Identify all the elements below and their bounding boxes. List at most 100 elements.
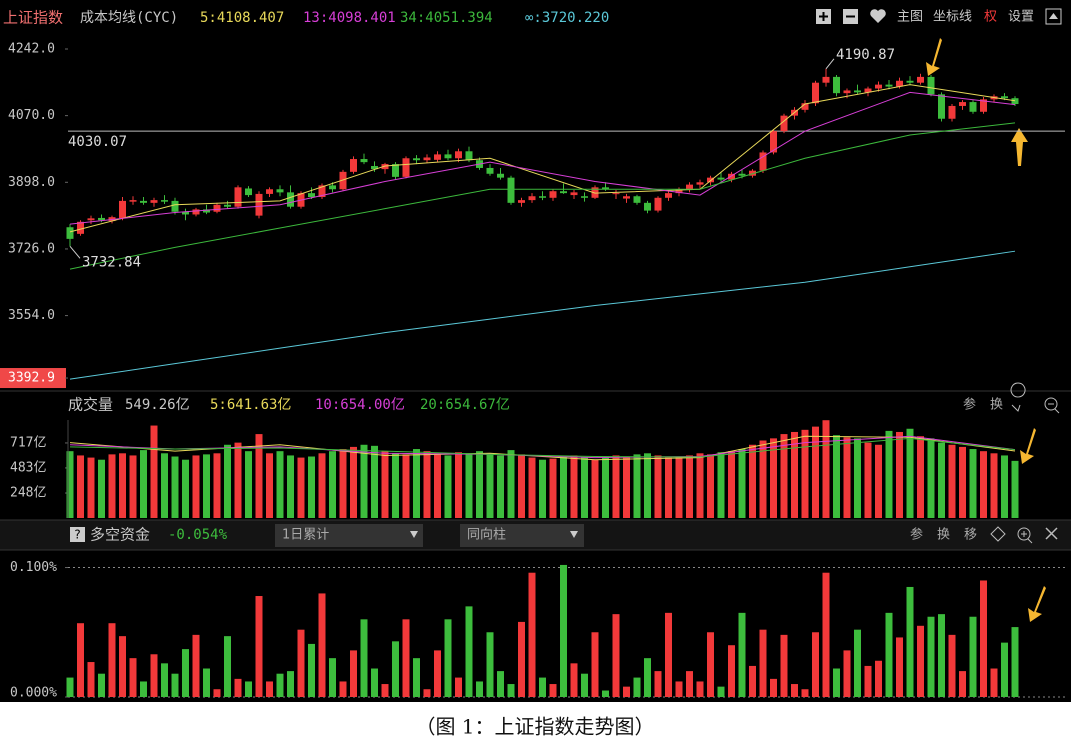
candle-body (287, 192, 294, 207)
bar (623, 456, 630, 518)
bar (66, 677, 74, 697)
bar (927, 616, 935, 697)
panel-tool[interactable]: 换 (990, 398, 1003, 413)
candle-body (119, 200, 126, 219)
bar (549, 684, 557, 697)
bar (833, 668, 840, 697)
bar (591, 632, 599, 697)
plus-glyph (819, 12, 828, 21)
y-tick-label: 717亿 (10, 435, 46, 450)
favorite-button[interactable] (1010, 382, 1026, 412)
candle-body (707, 177, 714, 183)
candle-body (749, 170, 756, 176)
bar (738, 449, 746, 518)
zoom-button[interactable] (1044, 397, 1058, 411)
candle-body (560, 191, 567, 194)
candle-body (434, 154, 441, 160)
bar (875, 660, 882, 697)
bar (801, 429, 809, 518)
candle-body (329, 185, 336, 190)
candle-body (234, 187, 242, 207)
bar (171, 673, 179, 697)
bar (371, 668, 378, 697)
bar (87, 457, 95, 518)
bar (822, 572, 830, 697)
bar (518, 621, 525, 697)
bar (66, 451, 74, 518)
caption: （图 1：上证指数走势图） (415, 715, 654, 739)
arrow (1028, 586, 1046, 622)
expand-button[interactable] (1045, 8, 1062, 25)
bar (969, 616, 977, 697)
dropdown[interactable] (460, 524, 584, 547)
panel-subtitle: 成本均线(CYC) (80, 10, 178, 26)
expand-glyph (1049, 13, 1058, 19)
candle-body (150, 200, 158, 203)
bar (749, 444, 756, 518)
bar (843, 650, 851, 697)
close-button[interactable] (1045, 527, 1058, 540)
toolbar-item[interactable]: 主图 (897, 10, 923, 25)
bar (465, 606, 473, 697)
candle-body (969, 102, 977, 112)
candle-body (507, 177, 515, 203)
bar (948, 444, 956, 518)
candle-body (308, 193, 315, 198)
bar (371, 445, 378, 518)
candle-body (906, 80, 914, 83)
dropdown-arrow (410, 531, 418, 538)
bar (875, 444, 882, 518)
toolbar-item[interactable]: 坐标线 (933, 10, 972, 25)
panel-tool[interactable]: 移 (964, 528, 977, 543)
bar (497, 671, 504, 697)
favorite-button[interactable] (870, 9, 886, 23)
candle-body (633, 196, 641, 203)
bar (507, 684, 515, 697)
dropdown[interactable] (275, 524, 423, 547)
help-icon[interactable] (70, 527, 85, 542)
reference-label: 4030.07 (68, 134, 127, 150)
bar (738, 612, 746, 697)
candle-body (423, 157, 431, 161)
bar (518, 454, 525, 518)
zoom-button[interactable] (1017, 527, 1031, 541)
bar (192, 634, 200, 697)
bar (465, 454, 473, 518)
bar (339, 449, 347, 518)
favorite-button[interactable] (990, 526, 1006, 542)
arrows (926, 38, 1046, 622)
panel-tool[interactable]: 换 (937, 528, 950, 543)
dropdown-label: 同向柱 (467, 527, 506, 543)
toolbar-item[interactable]: 权 (984, 9, 997, 25)
bar (696, 453, 704, 518)
panel-tool[interactable]: 参 (910, 527, 923, 543)
toolbar-item[interactable]: 设置 (1008, 10, 1034, 25)
y-tick-label: 0.000% (10, 686, 57, 701)
bar (161, 663, 168, 697)
candle-body (77, 221, 84, 234)
bar (360, 619, 368, 697)
bar (318, 453, 326, 518)
bar (350, 650, 357, 697)
bar (77, 623, 84, 697)
bar (255, 596, 263, 697)
candle-body (864, 88, 872, 93)
candle-body (339, 171, 347, 190)
candle-body (182, 211, 189, 215)
candle-body (591, 187, 599, 198)
candle-body (528, 196, 536, 201)
bar (392, 641, 399, 697)
bar (602, 690, 609, 697)
bar (486, 632, 494, 697)
bar (917, 436, 924, 518)
legend-entry: 34:4051.394 (400, 10, 493, 26)
bar (759, 440, 767, 518)
bar (203, 668, 210, 697)
candle-body (927, 76, 935, 95)
candle-body (255, 193, 263, 216)
candle-body (392, 164, 399, 177)
bar (129, 455, 137, 518)
bar (329, 451, 336, 518)
panel-tool[interactable]: 参 (963, 397, 976, 413)
candle-body (66, 227, 74, 239)
